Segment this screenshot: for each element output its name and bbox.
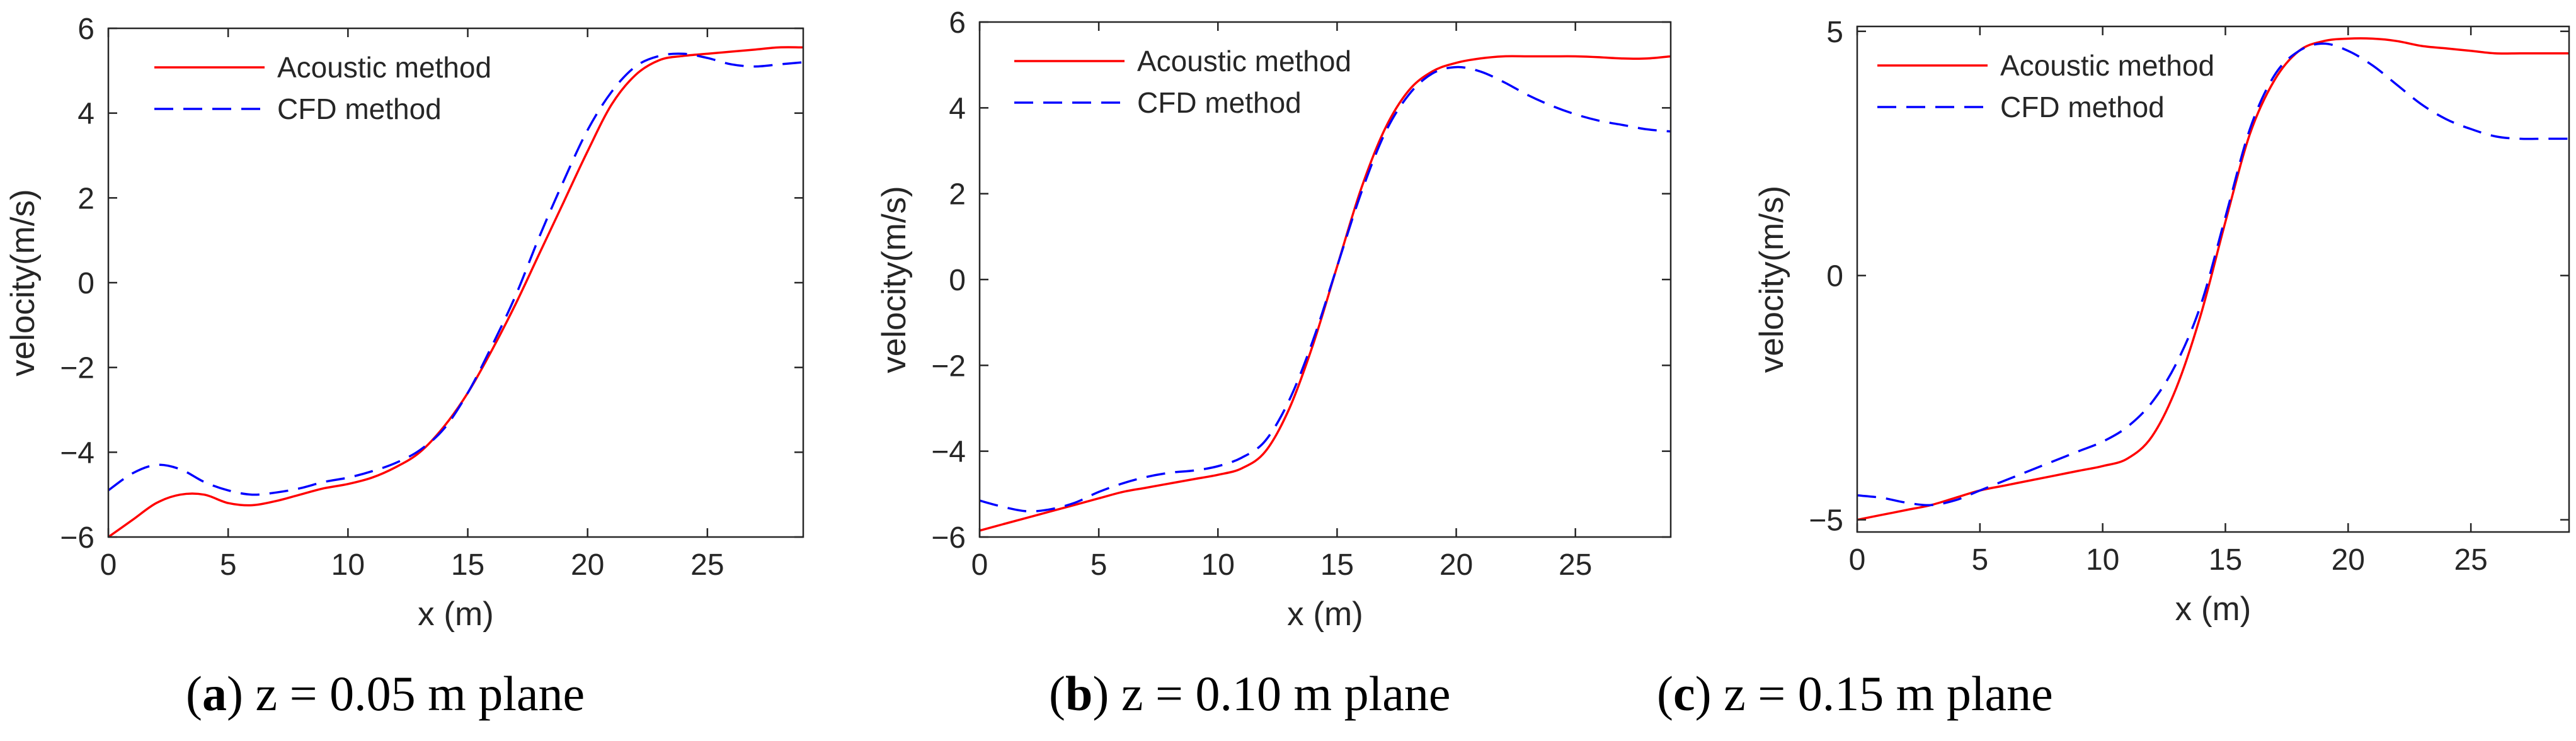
x-tick-label: 5 [1971, 543, 1988, 577]
caption-b: (b) z = 0.10 m plane [1049, 666, 1451, 721]
x-tick-label: 20 [1440, 548, 1473, 582]
x-tick-label: 15 [1320, 548, 1354, 582]
y-tick-label: −4 [931, 436, 966, 469]
legend-label-acoustic: Acoustic method [2000, 49, 2214, 82]
x-tick-label: 15 [2209, 543, 2242, 577]
x-tick-label: 5 [220, 548, 237, 582]
y-axis-label: velocity(m/s) [1753, 186, 1790, 373]
x-tick-label: 20 [571, 548, 604, 582]
series-line-acoustic [108, 46, 803, 537]
y-tick-label: 5 [1826, 16, 1843, 49]
panel-a: 0 5 10 15 20 25 −6 −4 −2 0 2 4 6 x (m) velocity(m/s) Ac… [4, 13, 804, 633]
x-tick-label: 5 [1091, 548, 1108, 582]
y-tick-label: 4 [77, 98, 94, 131]
legend-label-acoustic: Acoustic method [277, 51, 491, 84]
x-tick-label: 25 [2454, 543, 2487, 577]
y-tick-label: −6 [60, 521, 94, 555]
x-tick-label: 25 [690, 548, 724, 582]
caption-c: (c) z = 0.15 m plane [1657, 666, 2053, 721]
y-axis-label: velocity(m/s) [4, 189, 42, 376]
x-tick-label: 0 [100, 548, 117, 582]
legend-label-cfd: CFD method [1137, 86, 1302, 119]
x-tick-label: 10 [331, 548, 365, 582]
y-tick-label: −2 [931, 349, 966, 383]
y-axis-label: velocity(m/s) [876, 186, 913, 373]
series-line-acoustic [1857, 37, 2569, 521]
legend-label-cfd: CFD method [277, 93, 442, 125]
x-tick-label: 25 [1559, 548, 1592, 582]
axes-box [1856, 25, 2570, 533]
y-tick-label: −4 [60, 436, 94, 470]
x-tick-label: 15 [451, 548, 484, 582]
axes-box [978, 21, 1672, 538]
axes-box [107, 27, 804, 538]
series-line-acoustic [980, 55, 1671, 532]
y-tick-label: 2 [949, 178, 966, 212]
series-line-cfd [108, 52, 803, 496]
legend: Acoustic method CFD method [154, 51, 491, 125]
y-tick-label: 6 [77, 13, 94, 46]
panel-b: 0 5 10 15 20 25 −6 −4 −2 0 2 4 6 x (m) velocity(m/s) Ac… [876, 6, 1672, 633]
legend: Acoustic method CFD method [1877, 49, 2214, 123]
x-axis-label: x (m) [1287, 596, 1363, 633]
y-tick-label: 0 [949, 264, 966, 297]
y-tick-label: 2 [77, 182, 94, 215]
x-tick-label: 0 [971, 548, 988, 582]
y-tick-label: −2 [60, 352, 94, 385]
x-tick-label: 10 [2086, 543, 2119, 577]
x-tick-label: 20 [2332, 543, 2365, 577]
x-tick-label: 10 [1201, 548, 1235, 582]
legend: Acoustic method CFD method [1014, 45, 1351, 119]
legend-label-cfd: CFD method [2000, 91, 2165, 123]
y-tick-label: 0 [1826, 260, 1843, 293]
legend-label-acoustic: Acoustic method [1137, 45, 1351, 77]
x-axis-label: x (m) [418, 596, 494, 633]
y-tick-label: 0 [77, 267, 94, 300]
series-line-cfd [1857, 42, 2569, 507]
y-tick-label: −5 [1809, 504, 1843, 538]
series-line-cfd [980, 65, 1671, 512]
y-tick-label: 4 [949, 92, 966, 125]
x-axis-label: x (m) [2175, 591, 2252, 628]
x-tick-label: 0 [1849, 543, 1866, 577]
y-tick-label: −6 [931, 521, 966, 555]
y-tick-label: 6 [949, 6, 966, 40]
caption-a: (a) z = 0.05 m plane [186, 666, 585, 721]
